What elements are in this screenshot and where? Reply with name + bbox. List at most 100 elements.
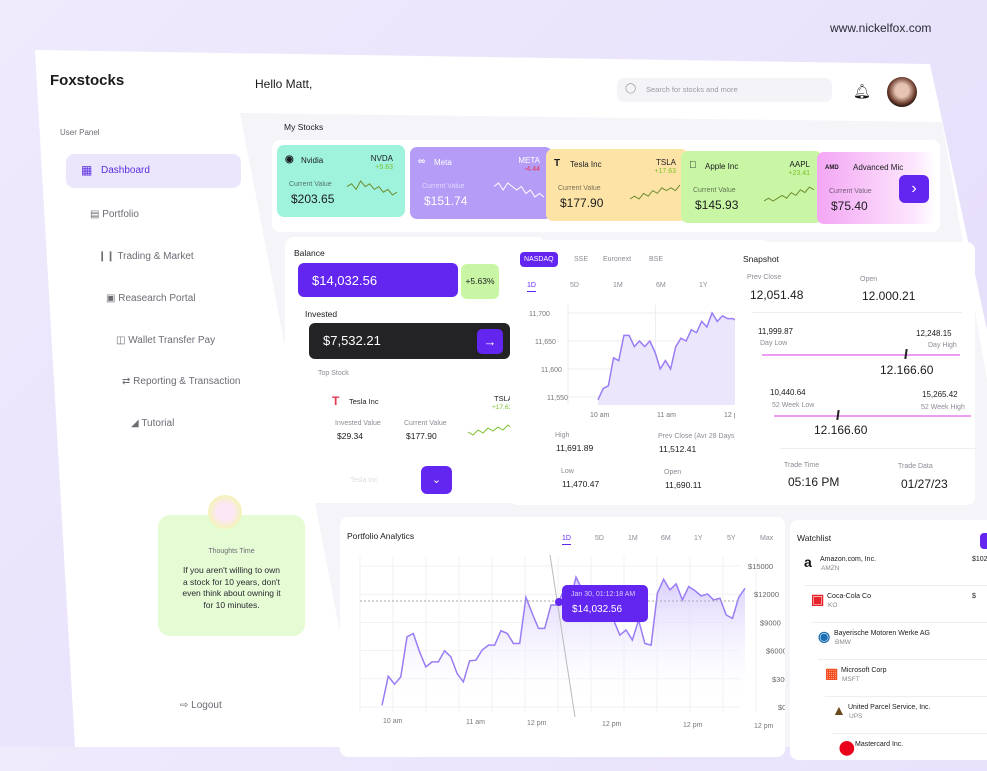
period-tab[interactable]: Max	[760, 535, 774, 542]
invested-arrow-button[interactable]: →	[477, 329, 503, 354]
expand-button[interactable]: ⌄	[421, 466, 452, 494]
candlestick-icon: ❙❙	[98, 251, 115, 262]
next-stock-name: Tesla Inc	[350, 477, 378, 484]
sidebar-item-portfolio[interactable]: ▤ Portfolio	[90, 209, 139, 220]
stock-sparkline	[764, 186, 814, 202]
period-tab[interactable]: 1M	[628, 535, 638, 542]
period-tab[interactable]: 5D	[570, 282, 579, 289]
stock-card[interactable]: ◉ Nvidia NVDA +5.63 Current Value $203.65	[277, 145, 405, 217]
watchlist-name: Coca-Cola Co	[827, 593, 871, 600]
sidebar-item-label: Dashboard	[101, 165, 150, 176]
stat-label: High	[555, 432, 570, 439]
x-tick-label: 12 pm	[754, 723, 774, 730]
exchange-tab[interactable]: BSE	[649, 256, 664, 263]
logout-button[interactable]: ⇨ Logout	[180, 700, 222, 711]
sidebar-item-label: Portfolio	[102, 209, 139, 220]
sidebar-section-label: User Panel	[60, 128, 100, 137]
period-tab[interactable]: 1M	[613, 282, 623, 289]
period-tab[interactable]: 5D	[595, 535, 604, 542]
trade-time-value: 05:16 PM	[788, 475, 840, 489]
x-tick-label: 12 pm	[724, 412, 744, 419]
period-tab[interactable]: 5Y	[727, 535, 736, 542]
period-tab[interactable]: 6M	[661, 535, 671, 542]
avatar[interactable]	[887, 77, 917, 107]
exchange-tab[interactable]: NASDAQ	[520, 252, 558, 267]
watchlist-row[interactable]: ▦ Microsoft Corp MSFT	[825, 663, 987, 697]
watermark: www.nickelfox.com	[830, 21, 932, 35]
week-low-value: 10,440.64	[770, 388, 806, 397]
portfolio-chart: $15000 $12000 $9000 $6000 $3000 $0 10 am 11 am 1…	[359, 554, 785, 730]
lightbulb-icon	[208, 495, 242, 529]
sidebar-item-research[interactable]: ▣ Reasearch Portal	[106, 293, 196, 304]
current-value-label: Current Value	[404, 420, 447, 427]
add-watchlist-button[interactable]	[980, 533, 987, 549]
stock-sparkline	[630, 184, 680, 200]
sidebar-item-label: Reporting & Transaction	[133, 376, 241, 387]
watchlist-row[interactable]: ⬤ Mastercard Inc.	[839, 737, 987, 771]
watchlist-row[interactable]: ◉ Bayerische Motoren Werke AG BMW	[818, 626, 987, 660]
stock-card[interactable]: ∞ Meta META -4.44 Current Value $151.74	[410, 147, 552, 219]
day-range-bar	[762, 348, 960, 360]
snapshot-title: Snapshot	[743, 254, 779, 264]
top-stock-sparkline	[468, 424, 518, 436]
stock-name: Apple Inc	[705, 162, 739, 171]
current-value-label: Current Value	[558, 185, 601, 192]
y-tick-label: 11,600	[541, 367, 562, 374]
crosshair-vertical	[549, 554, 576, 718]
y-tick-label: $15000	[748, 562, 773, 571]
stock-card[interactable]: T Tesla Inc TSLA +17.63 Current Value $177.90	[546, 149, 688, 221]
stock-name: Advanced Mic	[853, 163, 904, 172]
y-tick-label: $9000	[760, 618, 781, 627]
invested-amount: $7,532.21	[323, 333, 381, 348]
sidebar-item-reporting[interactable]: ⇄ Reporting & Transaction	[122, 376, 240, 387]
market-chart: 11,700 11,650 11,600 11,550 10 am 11 am 12 pm	[529, 305, 744, 419]
next-stocks-button[interactable]: ›	[899, 175, 929, 203]
exchange-tab[interactable]: SSE	[574, 256, 589, 263]
sidebar-item-trading[interactable]: ❙❙ Trading & Market	[98, 251, 194, 262]
period-tab[interactable]: 1D	[562, 535, 571, 545]
stock-sparkline	[494, 182, 544, 198]
period-tab[interactable]: 1Y	[699, 282, 708, 289]
invested-title: Invested	[305, 309, 338, 319]
x-tick-label: 10 am	[383, 718, 403, 725]
watchlist-row[interactable]: a Amazon.com, Inc. AMZN $102	[804, 552, 987, 586]
stat-label: Low	[561, 468, 574, 475]
tesla-logo-icon: T	[332, 394, 340, 408]
sidebar-item-dashboard[interactable]: ▦ Dashboard	[66, 154, 241, 188]
x-tick-label: 11 am	[657, 412, 676, 419]
day-high-label: Day High	[928, 342, 957, 349]
watchlist-row[interactable]: ▣ Coca-Cola Co KO $	[811, 589, 987, 623]
week-current-value: 12.166.60	[814, 423, 868, 437]
day-current-value: 12.166.60	[880, 363, 934, 377]
current-value-label: Current Value	[422, 183, 465, 190]
divider	[752, 312, 962, 313]
stock-name: Nvidia	[301, 156, 324, 165]
exchange-tab[interactable]: Euronext	[603, 256, 632, 263]
period-tab[interactable]: 1Y	[694, 535, 703, 542]
watchlist-price: $	[972, 593, 976, 600]
megaphone-icon: ◢	[131, 418, 139, 429]
bell-icon[interactable]: 🔔︎	[853, 83, 871, 99]
watchlist-name: Mastercard Inc.	[855, 741, 904, 748]
sidebar-item-tutorial[interactable]: ◢ Tutorial	[131, 418, 174, 429]
logout-label: Logout	[191, 700, 222, 711]
company-logo-icon: ▦	[825, 665, 839, 681]
top-stock-name: Tesla Inc	[349, 397, 379, 406]
period-tab[interactable]: 6M	[656, 282, 666, 289]
stock-ticker: TSLA	[655, 158, 676, 167]
dashboard-icon: ▦	[81, 163, 93, 177]
company-logo-icon: AMD	[825, 165, 839, 171]
week-range-bar	[774, 409, 971, 421]
stock-card[interactable]:  Apple Inc AAPL+23.41 Current Value $145.93	[681, 151, 822, 223]
stock-ticker: NVDA	[370, 154, 393, 163]
watchlist-title: Watchlist	[797, 533, 832, 543]
sidebar-item-wallet[interactable]: ◫ Wallet Transfer Pay	[116, 335, 215, 346]
balance-change: +5.63%	[461, 264, 499, 299]
sidebar-item-label: Trading & Market	[117, 251, 194, 262]
my-stocks-title: My Stocks	[284, 122, 324, 132]
period-tab[interactable]: 1D	[527, 282, 536, 292]
watchlist-row[interactable]: ▲ United Parcel Service, Inc. UPS	[832, 700, 987, 734]
search-input[interactable]: ◯ Search for stocks and more	[617, 78, 832, 102]
balance-card: Balance $14,032.56 +5.63% Invested $7,53…	[285, 237, 545, 503]
sidebar-item-label: Tutorial	[141, 418, 175, 429]
